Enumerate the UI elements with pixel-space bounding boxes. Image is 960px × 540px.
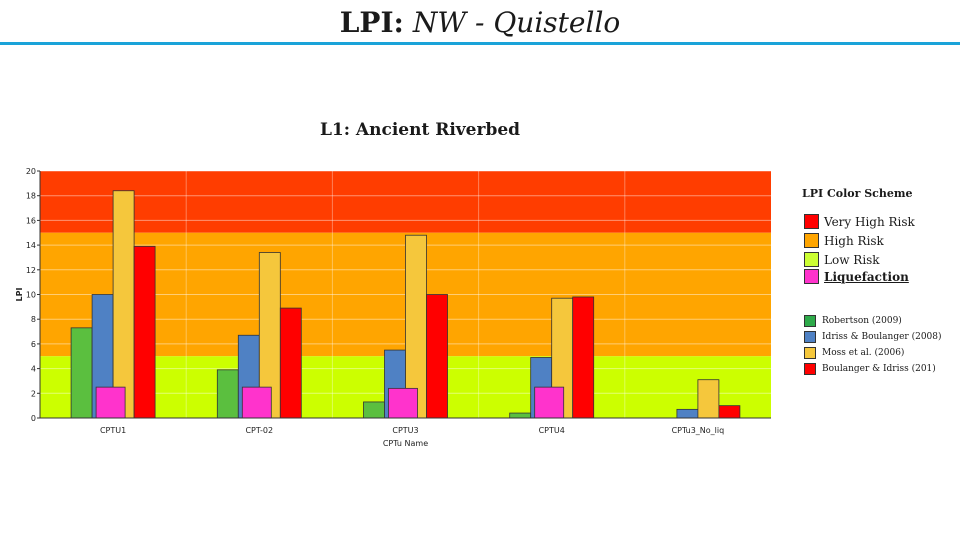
y-tick-label: 10 <box>26 291 36 300</box>
x-axis-title: CPTu Name <box>383 439 428 448</box>
bar <box>216 369 239 419</box>
bar <box>697 379 720 419</box>
x-tick-label: CPTU4 <box>539 426 565 435</box>
x-tick-label: CPTU3 <box>392 426 418 435</box>
bar <box>572 296 595 419</box>
legend-swatch-robertson <box>804 314 816 327</box>
legend-label-boulanger-idriss: Boulanger & Idriss (201) <box>822 363 936 374</box>
legend-label-very-high-risk: Very High Risk <box>824 214 915 229</box>
x-tick-label: CPT-02 <box>245 426 273 435</box>
bar <box>363 401 385 419</box>
legend-swatch-boulanger-idriss <box>804 362 816 375</box>
legend-label-liquefaction: Liquefaction <box>824 269 909 284</box>
y-tick-label: 18 <box>26 192 36 201</box>
liquefaction-bar <box>388 387 418 419</box>
bar <box>279 307 302 419</box>
legend-swatch-low-risk <box>804 252 819 267</box>
liquefaction-bar <box>534 386 565 419</box>
y-tick-label: 12 <box>26 266 36 275</box>
y-tick-label: 14 <box>26 241 36 250</box>
legend-item-moss: Moss et al. (2006) <box>804 342 904 361</box>
bar <box>112 190 135 419</box>
title-divider <box>0 42 960 45</box>
bar <box>70 327 93 419</box>
chart-title: L1: Ancient Riverbed <box>319 120 521 140</box>
y-tick-label: 16 <box>26 216 36 225</box>
legend-item-liquefaction: Liquefaction <box>804 266 909 285</box>
legend-swatch-liquefaction <box>804 269 819 284</box>
legend-item-robertson: Robertson (2009) <box>804 310 902 329</box>
y-axis-title: LPI <box>15 288 24 302</box>
y-tick-label: 20 <box>26 167 36 176</box>
y-tick-label: 0 <box>31 414 36 423</box>
page-title: LPI: NW - Quistello <box>0 6 960 39</box>
legend-item-idriss-boulanger: Idriss & Boulanger (2008) <box>804 326 942 345</box>
liquefaction-bar <box>95 386 126 419</box>
x-tick-label: CPTu3_No_liq <box>672 426 725 435</box>
y-tick-label: 4 <box>31 365 36 374</box>
legend-swatch-idriss-boulanger <box>804 330 816 343</box>
legend-heading: LPI Color Scheme <box>802 187 913 200</box>
bar <box>509 412 532 419</box>
legend-label-moss: Moss et al. (2006) <box>822 347 905 358</box>
legend-swatch-very-high-risk <box>804 214 819 229</box>
legend-label-idriss-boulanger: Idriss & Boulanger (2008) <box>822 331 942 342</box>
legend-item-boulanger-idriss: Boulanger & Idriss (201) <box>804 358 936 377</box>
y-tick-label: 2 <box>31 389 36 398</box>
risk-band-very-high-risk <box>40 171 771 233</box>
legend-swatch-high-risk <box>804 233 819 248</box>
y-tick-label: 6 <box>31 340 36 349</box>
legend-label-robertson: Robertson (2009) <box>822 315 902 326</box>
legend-swatch-moss <box>804 346 816 359</box>
legend-label-low-risk: Low Risk <box>824 252 880 267</box>
bar <box>718 405 741 419</box>
bar <box>426 294 448 419</box>
bar <box>676 408 699 419</box>
liquefaction-bar <box>241 386 272 419</box>
legend-item-low-risk: Low Risk <box>804 249 880 268</box>
page-title-location: NW - Quistello <box>412 6 621 39</box>
bar <box>133 245 156 419</box>
page-title-prefix: LPI: <box>339 6 404 39</box>
x-tick-label: CPTU1 <box>100 426 126 435</box>
y-tick-label: 8 <box>31 315 36 324</box>
legend-label-high-risk: High Risk <box>824 233 884 248</box>
legend-item-high-risk: High Risk <box>804 230 884 249</box>
legend-item-very-high-risk: Very High Risk <box>804 211 915 230</box>
